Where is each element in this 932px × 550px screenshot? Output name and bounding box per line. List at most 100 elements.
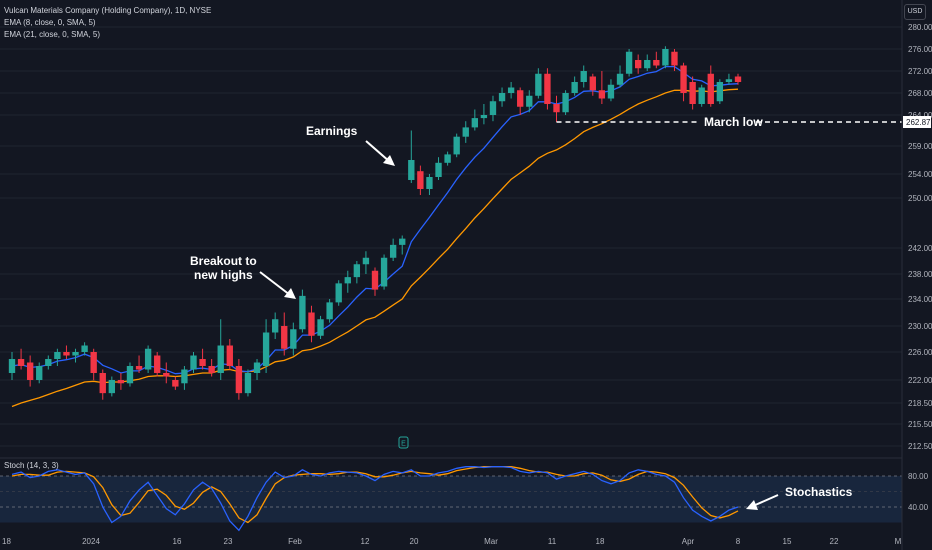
candle[interactable] xyxy=(716,79,724,104)
candle[interactable] xyxy=(580,65,587,88)
candle[interactable] xyxy=(226,339,233,370)
candle[interactable] xyxy=(571,76,578,96)
price-tick-label: 264.00 xyxy=(908,111,932,120)
candle[interactable] xyxy=(135,355,143,374)
candle[interactable] xyxy=(671,49,678,71)
candle[interactable] xyxy=(489,95,497,122)
candle[interactable] xyxy=(698,84,705,107)
candle[interactable] xyxy=(117,373,125,390)
candle[interactable] xyxy=(36,362,43,384)
candle[interactable] xyxy=(707,65,714,107)
candle[interactable] xyxy=(535,68,542,99)
candle[interactable] xyxy=(598,71,606,104)
candle-body xyxy=(625,51,633,74)
candle[interactable] xyxy=(244,369,252,397)
candle[interactable] xyxy=(344,270,351,293)
candle[interactable] xyxy=(290,322,297,356)
candle[interactable] xyxy=(63,345,70,360)
earnings-marker[interactable]: E xyxy=(398,436,409,449)
candle[interactable] xyxy=(734,73,742,85)
candle[interactable] xyxy=(544,68,551,110)
candle[interactable] xyxy=(653,51,660,69)
candle[interactable] xyxy=(154,352,161,377)
candle[interactable] xyxy=(498,87,506,107)
candle[interactable] xyxy=(371,267,379,296)
candle[interactable] xyxy=(253,359,261,380)
candle[interactable] xyxy=(426,174,433,195)
candle[interactable] xyxy=(190,352,197,373)
candle[interactable] xyxy=(90,348,97,380)
candle-body xyxy=(135,366,143,370)
candle[interactable] xyxy=(299,289,306,333)
candle[interactable] xyxy=(335,280,342,306)
candle[interactable] xyxy=(26,355,34,387)
time-tick-label: Feb xyxy=(288,537,302,546)
candle[interactable] xyxy=(8,352,16,380)
candle[interactable] xyxy=(680,62,687,102)
candle[interactable] xyxy=(507,82,515,99)
candle[interactable] xyxy=(217,319,224,380)
candle-body xyxy=(8,359,16,373)
candle[interactable] xyxy=(562,90,569,115)
candle[interactable] xyxy=(144,345,152,374)
candle[interactable] xyxy=(262,319,270,373)
candle[interactable] xyxy=(235,359,243,400)
candle[interactable] xyxy=(362,251,370,274)
candle[interactable] xyxy=(126,362,134,387)
candle[interactable] xyxy=(607,79,615,102)
candle[interactable] xyxy=(725,73,733,85)
candle[interactable] xyxy=(172,376,179,390)
price-axis[interactable]: 212.50 215.50 218.50 222.00 226.00 230.00 234.… xyxy=(901,0,932,550)
candle[interactable] xyxy=(462,121,469,143)
candle[interactable] xyxy=(208,359,215,377)
time-axis[interactable]: 18 2024 16 23 Feb 12 20 Mar 11 18 Apr 8 15 22 M xyxy=(2,537,902,546)
candle[interactable] xyxy=(271,312,279,340)
candle[interactable] xyxy=(644,54,651,72)
ema21-legend[interactable]: EMA (21, close, 0, SMA, 5) xyxy=(4,30,101,39)
candle[interactable] xyxy=(662,46,669,69)
currency-button[interactable]: USD xyxy=(904,4,926,20)
candle[interactable] xyxy=(72,348,79,363)
candle[interactable] xyxy=(625,49,633,77)
candle[interactable] xyxy=(453,133,460,158)
candle[interactable] xyxy=(444,151,451,166)
candle[interactable] xyxy=(281,312,288,356)
candle[interactable] xyxy=(45,355,52,370)
candle[interactable] xyxy=(689,76,696,110)
candle[interactable] xyxy=(199,348,206,370)
stoch-k-line[interactable] xyxy=(11,466,739,532)
ema8-legend[interactable]: EMA (8, close, 0, SMA, 5) xyxy=(4,18,96,27)
stoch-d-line[interactable] xyxy=(11,466,739,524)
candle[interactable] xyxy=(317,315,324,339)
candle[interactable] xyxy=(417,165,424,195)
candle[interactable] xyxy=(480,104,488,125)
candle-body xyxy=(553,104,560,113)
candle[interactable] xyxy=(163,362,170,384)
candle[interactable] xyxy=(553,95,560,123)
candle[interactable] xyxy=(634,54,642,74)
stoch-legend[interactable]: Stoch (14, 3, 3) xyxy=(4,461,59,470)
candle[interactable] xyxy=(353,261,361,284)
candle[interactable] xyxy=(471,109,479,131)
candle-body xyxy=(126,366,134,384)
candle[interactable] xyxy=(308,305,315,343)
candle-body xyxy=(353,264,361,278)
candle[interactable] xyxy=(389,238,397,261)
candle[interactable] xyxy=(435,157,442,180)
candle-body xyxy=(689,82,696,104)
candle[interactable] xyxy=(399,235,406,255)
candle[interactable] xyxy=(589,73,596,96)
candle[interactable] xyxy=(526,90,533,113)
candle[interactable] xyxy=(54,348,61,366)
candle[interactable] xyxy=(99,369,106,400)
candle[interactable] xyxy=(181,366,188,390)
candle[interactable] xyxy=(517,87,524,116)
candle[interactable] xyxy=(326,299,333,323)
candle[interactable] xyxy=(408,130,415,184)
candle[interactable] xyxy=(616,65,624,88)
candle[interactable] xyxy=(17,348,25,370)
candle[interactable] xyxy=(108,376,116,397)
price-tick-label: 218.50 xyxy=(908,399,932,408)
candle[interactable] xyxy=(81,342,88,356)
candle[interactable] xyxy=(380,254,388,290)
